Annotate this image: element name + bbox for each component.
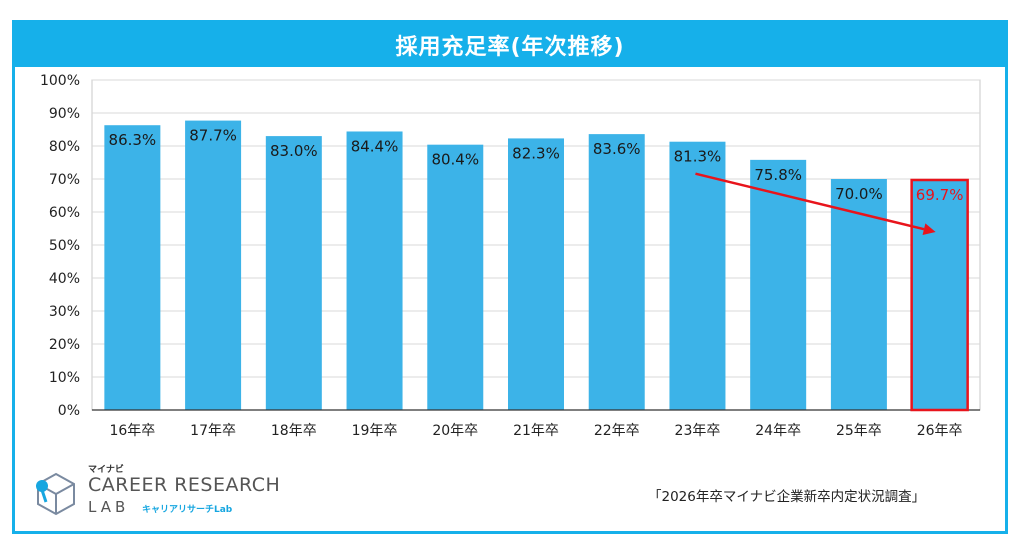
x-tick-label: 20年卒 (432, 423, 478, 439)
logo-line-2: LAB (88, 498, 130, 516)
bar (427, 144, 484, 410)
data-label: 69.7% (916, 186, 964, 204)
bar (185, 120, 242, 410)
bar (265, 136, 322, 410)
x-tick-label: 24年卒 (755, 423, 801, 439)
data-label: 83.0% (270, 142, 318, 160)
x-tick-label: 18年卒 (271, 423, 317, 439)
y-tick-label: 50% (49, 238, 80, 254)
data-label: 87.7% (189, 127, 237, 145)
trend-arrow-line (695, 172, 925, 231)
y-tick-label: 60% (49, 205, 80, 221)
bar (669, 141, 726, 410)
bar (911, 179, 968, 410)
trend-arrow-head (922, 223, 936, 235)
y-tick-label: 20% (49, 337, 80, 353)
bar (588, 134, 645, 410)
data-label: 75.8% (754, 166, 802, 184)
data-label: 86.3% (109, 131, 157, 149)
y-tick-label: 40% (49, 271, 80, 287)
x-tick-label: 26年卒 (917, 423, 963, 439)
title-bar: 採用充足率(年次推移) (15, 23, 1005, 67)
x-tick-label: 17年卒 (190, 423, 236, 439)
chart-title: 採用充足率(年次推移) (395, 35, 625, 60)
y-tick-label: 100% (40, 73, 80, 89)
x-tick-label: 21年卒 (513, 423, 559, 439)
lab-cube-icon (36, 472, 75, 516)
bar (508, 138, 564, 410)
x-tick-label: 25年卒 (836, 423, 882, 439)
x-tick-label: 23年卒 (675, 423, 721, 439)
highlight-box (910, 178, 969, 412)
y-tick-label: 90% (49, 106, 80, 122)
data-label: 80.4% (431, 151, 479, 169)
y-tick-label: 30% (49, 304, 80, 320)
source-note: 「2026年卒マイナビ企業新卒内定状況調査」 (648, 489, 926, 505)
x-tick-label: 22年卒 (594, 423, 640, 439)
x-tick-label: 16年卒 (109, 423, 155, 439)
bar (346, 131, 403, 411)
logo-brand-small: マイナビ (88, 465, 124, 475)
data-label: 70.0% (835, 185, 883, 203)
data-label: 81.3% (674, 148, 722, 166)
y-tick-label: 10% (49, 370, 80, 386)
y-tick-label: 80% (49, 139, 80, 155)
data-label: 82.3% (512, 144, 560, 162)
bar (750, 159, 807, 410)
data-label: 83.6% (593, 140, 641, 158)
y-tick-label: 0% (58, 403, 80, 419)
logo-line-2-sub: キャリアリサーチLab (142, 505, 233, 515)
career-research-lab-logo: マイナビ CAREER RESEARCH LAB キャリアリサーチLab (32, 462, 280, 522)
bar (104, 125, 161, 411)
y-tick-label: 70% (49, 172, 80, 188)
data-label: 84.4% (351, 137, 399, 155)
logo-line-1: CAREER RESEARCH (88, 474, 281, 496)
x-tick-label: 19年卒 (352, 423, 398, 439)
